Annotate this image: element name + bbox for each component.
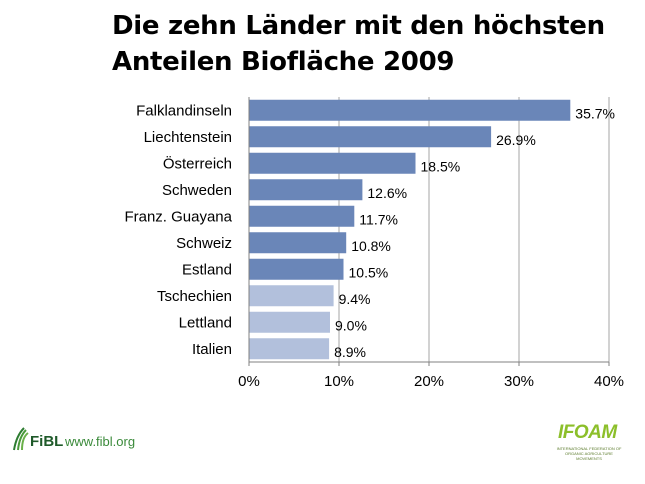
- category-label-1: Liechtenstein: [144, 129, 232, 146]
- value-label-4: 11.7%: [359, 211, 398, 227]
- bar-8: [249, 311, 330, 333]
- x-tick-label-4: 40%: [594, 373, 624, 390]
- bar-9: [249, 338, 330, 360]
- fibl-url-link[interactable]: www.fibl.org: [65, 434, 136, 449]
- value-label-2: 18.5%: [421, 158, 461, 174]
- bar-4: [249, 205, 355, 227]
- value-label-3: 12.6%: [367, 185, 407, 201]
- bar-2: [249, 152, 416, 174]
- category-label-6: Estland: [182, 261, 232, 278]
- value-label-8: 9.0%: [335, 317, 367, 333]
- category-label-5: Schweiz: [176, 235, 232, 252]
- value-label-1: 26.9%: [496, 132, 536, 148]
- bar-0: [249, 99, 571, 121]
- bar-7: [249, 285, 334, 307]
- ifoam-logo-text: IFOAM: [558, 422, 617, 443]
- fibl-leaf-icon: [13, 427, 29, 451]
- ifoam-logo-subtitle: INTERNATIONAL FEDERATION OF ORGANIC AGRI…: [556, 446, 622, 461]
- category-label-3: Schweden: [162, 182, 232, 199]
- x-tick-label-3: 30%: [504, 373, 534, 390]
- value-label-5: 10.8%: [351, 238, 391, 254]
- chart-title-line-2: Anteilen Biofläche 2009: [112, 47, 455, 77]
- bar-5: [249, 232, 347, 254]
- category-label-8: Lettland: [179, 314, 232, 331]
- category-label-4: Franz. Guayana: [124, 208, 232, 225]
- value-label-9: 8.9%: [334, 344, 366, 360]
- value-label-6: 10.5%: [349, 264, 389, 280]
- category-label-0: Falklandinseln: [136, 102, 232, 119]
- bar-chart: Falklandinseln 35.7% Liechtenstein 26.9% Öst…: [124, 97, 624, 390]
- value-label-0: 35.7%: [575, 105, 615, 121]
- bar-6: [249, 258, 344, 280]
- category-label-2: Österreich: [163, 154, 232, 172]
- x-tick-label-2: 20%: [414, 373, 444, 390]
- x-tick-label-1: 10%: [324, 373, 354, 390]
- chart-title-line-1: Die zehn Länder mit den höchsten: [112, 11, 605, 41]
- category-label-7: Tschechien: [157, 288, 232, 305]
- x-tick-label-0: 0%: [238, 373, 260, 390]
- fibl-logo-text: FiBL: [30, 433, 63, 450]
- bar-3: [249, 179, 363, 201]
- chart-title: Die zehn Länder mit den höchsten Anteile…: [112, 8, 632, 80]
- category-label-9: Italien: [192, 341, 232, 358]
- fibl-logo: FiBL: [13, 427, 63, 451]
- value-label-7: 9.4%: [339, 291, 371, 307]
- bar-1: [249, 126, 492, 148]
